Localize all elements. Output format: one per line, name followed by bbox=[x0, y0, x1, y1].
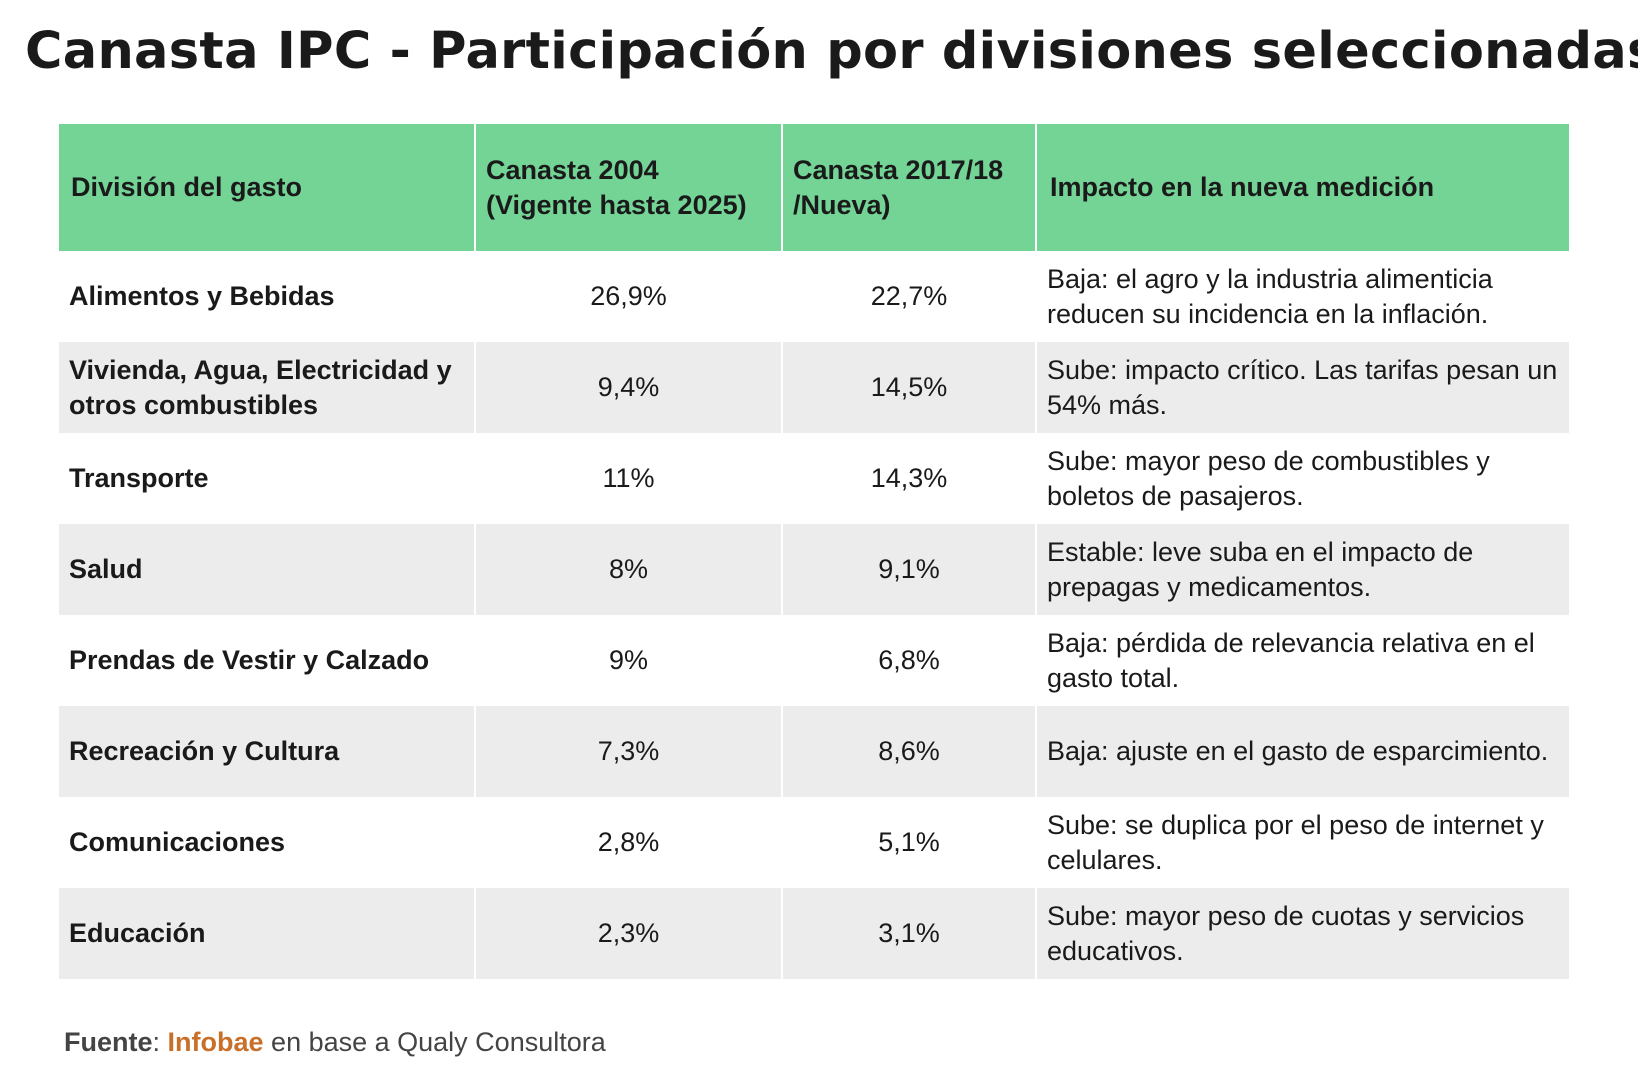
cell-division: Vivienda, Agua, Electricidad y otros com… bbox=[59, 342, 476, 433]
cell-canasta-2017: 5,1% bbox=[782, 797, 1037, 888]
cell-division: Salud bbox=[59, 524, 476, 615]
cell-canasta-2017: 22,7% bbox=[782, 251, 1037, 342]
cell-canasta-2004: 7,3% bbox=[475, 706, 783, 797]
cell-canasta-2017: 8,6% bbox=[782, 706, 1037, 797]
cell-impacto: Baja: el agro y la industria alimenticia… bbox=[1036, 251, 1569, 342]
source-label: Fuente bbox=[64, 1027, 153, 1057]
cell-impacto: Sube: mayor peso de cuotas y servicios e… bbox=[1036, 888, 1569, 979]
cell-canasta-2004: 11% bbox=[475, 433, 783, 524]
cell-canasta-2017: 6,8% bbox=[782, 615, 1037, 706]
cell-canasta-2004: 2,3% bbox=[475, 888, 783, 979]
source-separator: : bbox=[152, 1027, 168, 1057]
table-row: Prendas de Vestir y Calzado 9% 6,8% Baja… bbox=[59, 615, 1569, 706]
cell-canasta-2004: 9% bbox=[475, 615, 783, 706]
cell-canasta-2017: 14,5% bbox=[782, 342, 1037, 433]
table-row: Recreación y Cultura 7,3% 8,6% Baja: aju… bbox=[59, 706, 1569, 797]
cell-impacto: Sube: impacto crítico. Las tarifas pesan… bbox=[1036, 342, 1569, 433]
ipc-table-container: División del gasto Canasta 2004 (Vigente… bbox=[59, 124, 1569, 979]
cell-division: Comunicaciones bbox=[59, 797, 476, 888]
page-title: Canasta IPC - Participación por division… bbox=[25, 22, 1638, 81]
table-row: Vivienda, Agua, Electricidad y otros com… bbox=[59, 342, 1569, 433]
source-brand: Infobae bbox=[167, 1027, 264, 1057]
source-note: Fuente: Infobae en base a Qualy Consulto… bbox=[64, 1024, 606, 1060]
cell-canasta-2017: 3,1% bbox=[782, 888, 1037, 979]
header-canasta-2004: Canasta 2004 (Vigente hasta 2025) bbox=[475, 124, 783, 251]
ipc-divisions-table: División del gasto Canasta 2004 (Vigente… bbox=[59, 124, 1569, 979]
cell-impacto: Estable: leve suba en el impacto de prep… bbox=[1036, 524, 1569, 615]
cell-division: Transporte bbox=[59, 433, 476, 524]
table-row: Comunicaciones 2,8% 5,1% Sube: se duplic… bbox=[59, 797, 1569, 888]
cell-impacto: Baja: ajuste en el gasto de esparcimient… bbox=[1036, 706, 1569, 797]
cell-impacto: Sube: se duplica por el peso de internet… bbox=[1036, 797, 1569, 888]
cell-impacto: Baja: pérdida de relevancia relativa en … bbox=[1036, 615, 1569, 706]
header-canasta-2017: Canasta 2017/18 /Nueva) bbox=[782, 124, 1037, 251]
header-impacto: Impacto en la nueva medición bbox=[1036, 124, 1569, 251]
cell-canasta-2017: 14,3% bbox=[782, 433, 1037, 524]
table-row: Educación 2,3% 3,1% Sube: mayor peso de … bbox=[59, 888, 1569, 979]
header-division: División del gasto bbox=[59, 124, 476, 251]
cell-canasta-2004: 8% bbox=[475, 524, 783, 615]
cell-division: Educación bbox=[59, 888, 476, 979]
cell-division: Recreación y Cultura bbox=[59, 706, 476, 797]
cell-canasta-2017: 9,1% bbox=[782, 524, 1037, 615]
table-header-row: División del gasto Canasta 2004 (Vigente… bbox=[59, 124, 1569, 251]
cell-canasta-2004: 26,9% bbox=[475, 251, 783, 342]
cell-division: Alimentos y Bebidas bbox=[59, 251, 476, 342]
table-row: Alimentos y Bebidas 26,9% 22,7% Baja: el… bbox=[59, 251, 1569, 342]
source-text: en base a Qualy Consultora bbox=[263, 1027, 606, 1057]
cell-division: Prendas de Vestir y Calzado bbox=[59, 615, 476, 706]
cell-canasta-2004: 2,8% bbox=[475, 797, 783, 888]
table-row: Transporte 11% 14,3% Sube: mayor peso de… bbox=[59, 433, 1569, 524]
table-row: Salud 8% 9,1% Estable: leve suba en el i… bbox=[59, 524, 1569, 615]
cell-impacto: Sube: mayor peso de combustibles y bolet… bbox=[1036, 433, 1569, 524]
cell-canasta-2004: 9,4% bbox=[475, 342, 783, 433]
